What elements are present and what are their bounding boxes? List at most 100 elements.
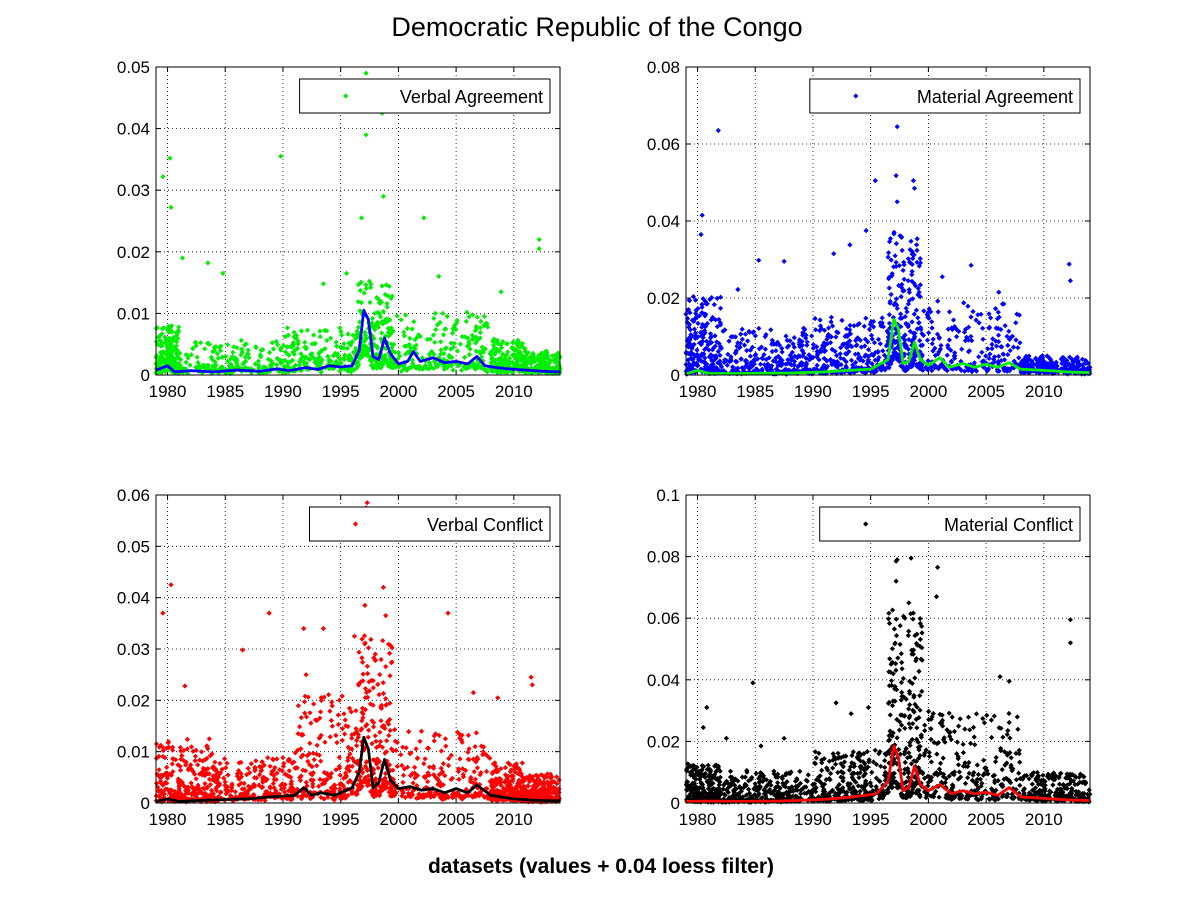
data-point	[466, 352, 473, 358]
data-point	[345, 779, 351, 785]
data-point	[227, 792, 234, 799]
data-point	[265, 356, 271, 362]
data-point	[804, 339, 810, 345]
data-point	[498, 361, 504, 367]
data-point	[473, 324, 479, 330]
data-point	[327, 708, 333, 714]
data-point	[278, 345, 284, 351]
data-point	[471, 792, 477, 798]
data-point	[351, 633, 358, 639]
data-point	[336, 763, 342, 769]
data-point	[317, 776, 323, 782]
data-point	[529, 370, 535, 376]
data-point	[162, 350, 168, 356]
data-point	[925, 358, 931, 364]
data-point	[993, 343, 1000, 349]
data-point	[183, 359, 189, 365]
data-point	[1016, 355, 1022, 361]
data-point	[718, 322, 724, 328]
data-point	[328, 717, 334, 724]
data-point	[507, 782, 513, 788]
data-point	[986, 355, 992, 361]
x-tick-label: 2000	[909, 382, 947, 401]
data-point	[255, 358, 262, 364]
data-point	[785, 360, 791, 366]
data-point	[370, 788, 376, 795]
data-point	[193, 747, 199, 753]
data-point	[689, 344, 695, 350]
data-point	[440, 792, 446, 799]
data-point	[387, 673, 393, 679]
data-point	[162, 334, 168, 340]
data-point	[383, 317, 389, 323]
data-point	[536, 352, 542, 359]
data-point	[923, 364, 929, 371]
data-point	[202, 346, 208, 352]
data-point	[864, 361, 870, 367]
data-point	[307, 740, 313, 746]
data-point	[691, 326, 698, 332]
data-point	[869, 369, 875, 375]
data-point	[822, 348, 828, 354]
data-point	[311, 701, 317, 707]
data-point	[506, 789, 512, 795]
data-point	[168, 361, 174, 367]
data-point	[903, 364, 910, 370]
data-point	[741, 365, 747, 371]
data-point	[917, 767, 923, 773]
data-point	[498, 779, 504, 786]
data-point	[295, 703, 301, 709]
data-point	[209, 751, 215, 757]
data-point	[481, 744, 487, 750]
data-point	[349, 732, 355, 738]
data-point	[961, 329, 968, 335]
data-point	[803, 363, 809, 369]
data-point	[785, 357, 791, 363]
data-point	[905, 278, 911, 284]
data-point	[504, 369, 510, 375]
data-point	[976, 320, 982, 326]
data-point	[263, 789, 269, 795]
data-point	[492, 357, 498, 363]
data-point	[380, 584, 386, 590]
data-point	[862, 761, 868, 767]
data-point	[801, 325, 807, 331]
data-point	[507, 762, 513, 768]
data-point	[336, 361, 342, 367]
data-point	[508, 791, 515, 797]
data-point	[536, 363, 542, 369]
data-point	[532, 793, 538, 799]
data-point	[257, 352, 263, 358]
data-point	[336, 754, 342, 760]
data-point	[853, 343, 859, 349]
data-point	[779, 349, 785, 355]
data-point	[742, 331, 749, 337]
data-point	[816, 357, 822, 363]
data-point	[280, 755, 286, 761]
data-point	[509, 773, 515, 779]
data-point	[539, 350, 545, 356]
panel-verbal-conflict: 1980 1985 1990 1995 2000 2005 201000.010.020.0…	[117, 486, 562, 829]
data-point	[387, 317, 393, 323]
data-point	[434, 364, 440, 370]
legend-marker-point	[343, 93, 349, 99]
data-point	[687, 334, 693, 340]
data-point	[403, 312, 409, 318]
data-point	[404, 367, 410, 373]
data-point	[698, 341, 704, 348]
data-point	[171, 337, 177, 343]
x-tick-label: 2010	[495, 810, 533, 829]
data-point	[411, 787, 417, 793]
data-point	[169, 761, 175, 767]
data-point	[398, 368, 404, 374]
y-tick-label: 0.03	[117, 640, 150, 659]
data-point	[204, 785, 210, 791]
data-point	[517, 344, 523, 350]
data-point	[715, 127, 721, 134]
data-point	[902, 351, 908, 357]
data-point	[322, 346, 328, 352]
data-point	[828, 314, 834, 320]
data-point	[701, 311, 707, 317]
data-point	[716, 340, 722, 347]
data-point	[968, 314, 974, 320]
